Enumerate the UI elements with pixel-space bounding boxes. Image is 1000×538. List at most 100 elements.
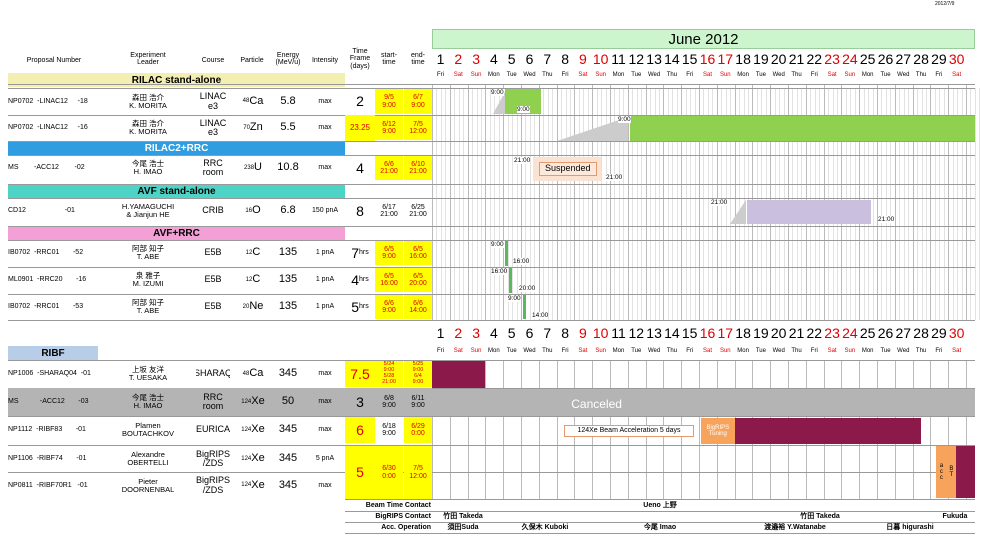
ribf-particle: 48 Ca: [236, 360, 270, 388]
day-of-week: Wed: [897, 348, 910, 354]
grid-subline: [899, 88, 901, 320]
col-start: start- time: [381, 51, 397, 66]
day-of-week: Thu: [542, 72, 553, 78]
grid-subline: [694, 88, 696, 320]
row-divider: [8, 198, 975, 199]
particle-symbol: Xe: [251, 478, 265, 491]
bt-bar: [946, 446, 957, 498]
day-number: 24: [842, 51, 858, 67]
start-time: 5/24 9:00 5/28 21:00: [375, 361, 403, 387]
day-of-week: Sat: [952, 72, 962, 78]
row-divider: [8, 115, 975, 116]
day-number: 13: [646, 51, 662, 67]
particle-symbol: Ca: [249, 367, 264, 380]
beam-bar-crib: [746, 200, 872, 224]
rows-intensity: 1 pnA: [315, 276, 335, 284]
beam-bar-ml: [509, 268, 513, 293]
day-number: 23: [824, 51, 840, 67]
timeframe: 4 hrs: [345, 267, 375, 293]
grid-line: [467, 360, 469, 500]
day-of-week: Mon: [612, 348, 625, 354]
grid-subline: [516, 88, 518, 320]
grid-line: [877, 84, 878, 320]
day-of-week: Wed: [897, 72, 910, 78]
timeframe-value: 23.25: [349, 122, 371, 132]
start-time: 6/5 9:00: [375, 241, 403, 265]
row-divider: [8, 445, 975, 446]
footer-acc-3: 今尾 Imao: [643, 523, 677, 531]
suspended-label: Suspended: [538, 162, 597, 176]
grid-subline: [667, 88, 669, 320]
ribf-energy: 50: [281, 395, 295, 408]
day-of-week: Tue: [506, 348, 517, 354]
day-number: 5: [507, 51, 516, 67]
timeframe-unit: hrs: [359, 249, 369, 257]
day-number: 27: [895, 325, 912, 341]
grid-subline: [943, 88, 945, 320]
end-time: 7/5 12:00: [404, 446, 432, 499]
bar-end-label: 16:00: [513, 258, 530, 265]
particle-symbol: Xe: [251, 423, 265, 436]
particle-mass: 20: [242, 303, 250, 310]
day-number: 3: [472, 51, 480, 67]
ramp: [556, 117, 628, 141]
particle-mass: 12: [245, 276, 253, 283]
start-time: 9/5 9:00: [375, 89, 403, 114]
grid-line: [930, 360, 932, 500]
rows-prop: NP0702 -LINAC12 -16: [8, 124, 88, 132]
particle-mass: 238: [244, 164, 255, 171]
timeframe-value: 4: [351, 271, 360, 288]
grid-line: [663, 84, 665, 320]
rows-prop: CD12 -01: [8, 207, 75, 215]
timeframe: 6: [345, 417, 375, 443]
day-of-week: Tue: [631, 72, 642, 78]
rows-prop: IB0702 -RRC01 -53: [8, 303, 84, 311]
ribf-particle: 124 Xe: [236, 416, 270, 444]
rows-energy: 10.8: [277, 161, 299, 174]
day-number: 8: [561, 51, 569, 67]
day-of-week: Thu: [791, 348, 802, 354]
day-of-week: Wed: [647, 72, 661, 78]
ribf-energy: 345: [278, 367, 298, 380]
grid-subline: [939, 88, 941, 320]
rows-leader: 阿部 知子 T. ABE: [131, 244, 165, 261]
particle-mass: 48: [242, 98, 250, 105]
day-number: 15: [681, 325, 698, 341]
day-of-week: Sat: [453, 348, 463, 354]
col-leader: Experiment Leader: [130, 51, 166, 66]
timeframe-value: 8: [356, 202, 364, 219]
grid-subline: [614, 88, 616, 320]
grid-subline: [961, 88, 963, 320]
rows-intensity: max: [318, 97, 332, 105]
col-intensity: Intensity: [311, 57, 339, 65]
ribf-leader: 今尾 浩士 H. IMAO: [131, 393, 165, 410]
day-number: 6: [525, 51, 534, 67]
day-of-week: Sat: [453, 72, 463, 78]
col-end: end- time: [410, 51, 425, 66]
day-number: 25: [859, 325, 876, 341]
day-of-week: Tue: [880, 72, 891, 78]
day-number: 22: [806, 325, 823, 341]
timeframe-value: 5: [351, 298, 360, 315]
end-time: 6/11 9:00: [411, 394, 425, 409]
day-number: 7: [543, 325, 552, 341]
grid-subline: [583, 88, 585, 320]
end-time: 5/25 9:00 6/4 9:00: [404, 361, 432, 387]
particle-symbol: Xe: [251, 395, 265, 408]
day-of-week: Mon: [488, 348, 500, 354]
timeframe: 3: [356, 393, 364, 410]
grid-subline: [507, 88, 509, 320]
ribf-prop: NP1112 -RIBF83 -01: [8, 426, 86, 434]
bar-start-label: 21:00: [514, 157, 531, 164]
grid-subline: [925, 88, 927, 320]
grid-subline: [685, 88, 687, 320]
grid-subline: [618, 88, 620, 320]
day-number: 21: [788, 325, 805, 341]
particle-symbol: Ne: [249, 300, 264, 313]
day-of-week: Fri: [810, 72, 818, 78]
grid-line: [485, 84, 487, 320]
grid-subline: [565, 88, 567, 320]
grid-subline: [658, 88, 660, 320]
day-number: 10: [592, 325, 609, 341]
rows-leader: 今尾 浩士 H. IMAO: [131, 159, 165, 176]
